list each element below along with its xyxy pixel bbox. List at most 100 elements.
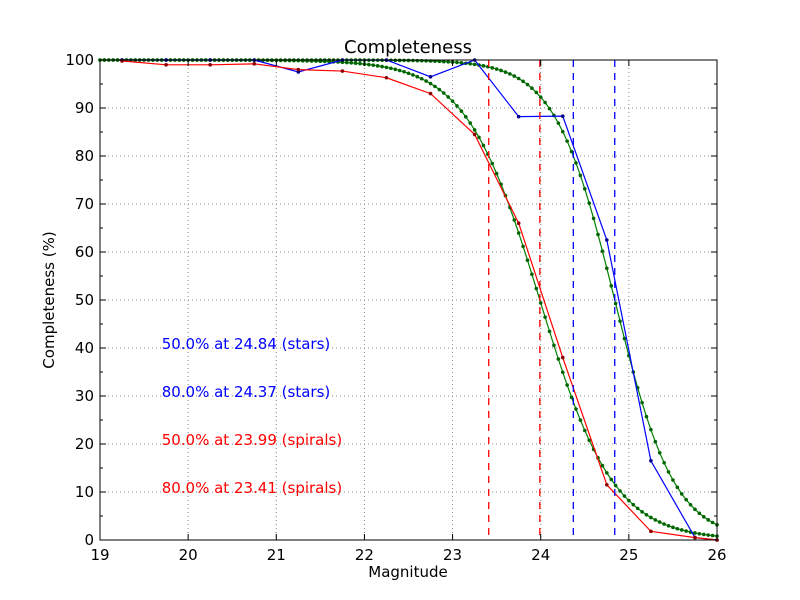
fit-point xyxy=(292,58,296,63)
fit-point xyxy=(679,492,684,496)
data-point-spirals xyxy=(649,529,653,534)
fit-point xyxy=(697,531,702,536)
fit-point xyxy=(459,109,464,113)
fit-point xyxy=(477,135,481,140)
fit-point xyxy=(375,64,380,68)
fit-point xyxy=(349,61,354,65)
fit-point xyxy=(688,503,693,507)
fit-point xyxy=(327,59,331,64)
fit-point xyxy=(605,266,609,271)
fit-point xyxy=(538,301,543,305)
data-point-stars xyxy=(516,114,521,119)
fit-point xyxy=(609,284,614,288)
data-point-stars xyxy=(605,238,609,242)
fit-point xyxy=(613,483,618,488)
x-tick-label: 19 xyxy=(90,546,109,564)
fit-point xyxy=(605,471,609,475)
fit-point xyxy=(671,525,675,530)
fit-point xyxy=(490,161,495,166)
fit-point xyxy=(441,91,446,95)
fit-point xyxy=(613,301,618,306)
data-point-spirals xyxy=(560,355,565,360)
fit-point xyxy=(635,506,640,511)
fit-point xyxy=(710,520,715,525)
fit-point xyxy=(693,507,697,512)
fit-point xyxy=(455,60,459,65)
data-point-spirals xyxy=(164,63,168,67)
fit-point xyxy=(552,343,556,348)
y-tick-label: 80 xyxy=(75,147,94,165)
fit-point xyxy=(437,87,442,92)
fit-point xyxy=(508,72,512,76)
fit-point xyxy=(657,450,662,455)
data-point-stars xyxy=(560,114,565,118)
fit-point xyxy=(345,60,349,65)
fit-point xyxy=(596,232,600,237)
fit-point xyxy=(684,497,688,502)
fit-point xyxy=(547,106,552,111)
fit-point xyxy=(393,67,398,72)
fit-point xyxy=(706,533,710,537)
fit-point xyxy=(530,272,534,277)
fit-point xyxy=(649,515,653,520)
x-tick-label: 25 xyxy=(619,546,638,564)
fit-point xyxy=(521,79,525,84)
fit-point xyxy=(600,249,605,253)
fit-point xyxy=(499,68,503,73)
fit-point xyxy=(618,319,622,323)
fit-point xyxy=(547,329,552,334)
fit-point xyxy=(578,173,583,178)
y-tick-label: 20 xyxy=(75,435,94,453)
fit-point xyxy=(653,518,658,522)
x-tick-label: 26 xyxy=(707,546,726,564)
data-point-stars xyxy=(649,459,653,463)
annotation-text: 80.0% at 24.37 (stars) xyxy=(162,383,331,401)
fit-point xyxy=(353,61,358,66)
y-tick-label: 50 xyxy=(75,291,94,309)
fit-point xyxy=(684,529,688,533)
fit-point xyxy=(701,532,706,537)
x-tick-label: 21 xyxy=(267,546,286,564)
fit-point xyxy=(640,400,644,405)
fit-point xyxy=(468,61,473,66)
fit-point xyxy=(494,67,499,71)
fit-point xyxy=(512,218,517,222)
fit-point xyxy=(433,84,437,89)
fit-point xyxy=(287,58,292,63)
fit-point xyxy=(697,511,702,516)
fit-point xyxy=(662,460,666,465)
fit-point xyxy=(587,201,591,205)
fit-point xyxy=(503,70,508,74)
fit-point xyxy=(371,63,376,67)
fit-point xyxy=(419,76,424,81)
fit-point xyxy=(543,100,547,105)
fit-point xyxy=(653,439,658,444)
fit-point xyxy=(644,512,649,517)
y-tick-label: 0 xyxy=(84,531,94,549)
data-point-spirals xyxy=(693,535,697,540)
fit-point xyxy=(574,407,578,411)
plot-frame xyxy=(99,59,718,541)
fit-point xyxy=(521,244,525,249)
fit-point xyxy=(587,438,591,443)
fit-point xyxy=(631,502,636,507)
fit-point xyxy=(582,428,587,433)
y-tick-label: 40 xyxy=(75,339,94,357)
fit-point xyxy=(706,518,710,522)
fit-point xyxy=(424,79,428,83)
fit-point xyxy=(428,81,433,86)
fit-point xyxy=(627,498,631,503)
chart-title: Completeness xyxy=(344,37,472,58)
fit-line-stars-fit xyxy=(99,59,718,526)
annotation-text: 80.0% at 23.41 (spirals) xyxy=(162,479,343,497)
fit-point xyxy=(397,68,402,73)
fit-point xyxy=(380,64,384,69)
fit-point xyxy=(675,485,680,490)
fit-point xyxy=(534,286,539,291)
fit-point xyxy=(516,76,521,81)
data-point-spirals xyxy=(340,69,345,73)
fit-point xyxy=(640,509,644,514)
fit-point xyxy=(494,171,499,176)
x-axis-label: Magnitude xyxy=(368,563,447,581)
data-point-spirals xyxy=(296,67,301,72)
